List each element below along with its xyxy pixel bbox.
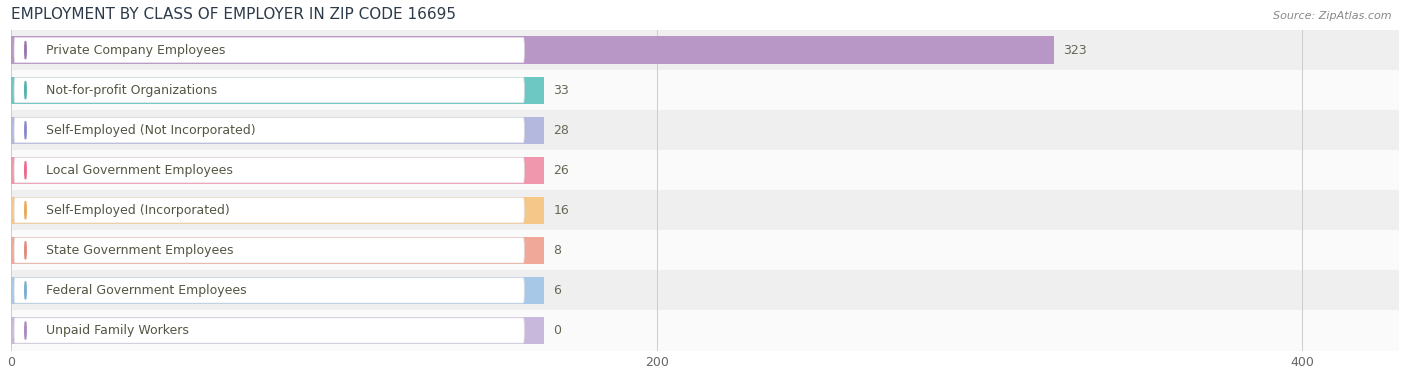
- Text: 6: 6: [554, 284, 561, 297]
- Text: Federal Government Employees: Federal Government Employees: [46, 284, 247, 297]
- FancyBboxPatch shape: [14, 198, 524, 223]
- FancyBboxPatch shape: [14, 38, 524, 63]
- Text: 26: 26: [554, 164, 569, 177]
- Text: 323: 323: [1063, 44, 1087, 56]
- Bar: [11, 311, 1399, 350]
- Text: 0: 0: [554, 324, 561, 337]
- FancyBboxPatch shape: [14, 118, 524, 143]
- Bar: [11, 117, 544, 144]
- Text: Local Government Employees: Local Government Employees: [46, 164, 233, 177]
- Text: EMPLOYMENT BY CLASS OF EMPLOYER IN ZIP CODE 16695: EMPLOYMENT BY CLASS OF EMPLOYER IN ZIP C…: [11, 7, 456, 22]
- Circle shape: [25, 161, 27, 179]
- Bar: [11, 70, 1399, 110]
- Text: 28: 28: [554, 124, 569, 137]
- Bar: [11, 270, 1399, 311]
- Text: 16: 16: [554, 204, 569, 217]
- FancyBboxPatch shape: [14, 158, 524, 183]
- Circle shape: [25, 282, 27, 299]
- Text: 33: 33: [554, 83, 569, 97]
- Bar: [11, 30, 1399, 70]
- Circle shape: [25, 321, 27, 339]
- Bar: [11, 317, 544, 344]
- Bar: [11, 277, 544, 304]
- Bar: [11, 190, 1399, 230]
- FancyBboxPatch shape: [14, 278, 524, 303]
- Text: Not-for-profit Organizations: Not-for-profit Organizations: [46, 83, 218, 97]
- Bar: [11, 77, 544, 104]
- Circle shape: [25, 41, 27, 59]
- Text: State Government Employees: State Government Employees: [46, 244, 233, 257]
- Text: Private Company Employees: Private Company Employees: [46, 44, 226, 56]
- Bar: [11, 150, 1399, 190]
- Bar: [11, 230, 1399, 270]
- Circle shape: [25, 241, 27, 259]
- Bar: [11, 237, 544, 264]
- Bar: [11, 110, 1399, 150]
- FancyBboxPatch shape: [14, 238, 524, 263]
- FancyBboxPatch shape: [14, 318, 524, 343]
- Bar: [11, 157, 544, 184]
- Circle shape: [25, 81, 27, 99]
- Text: 8: 8: [554, 244, 561, 257]
- Circle shape: [25, 121, 27, 139]
- Bar: [11, 36, 1053, 64]
- FancyBboxPatch shape: [14, 77, 524, 103]
- Circle shape: [25, 202, 27, 219]
- Text: Unpaid Family Workers: Unpaid Family Workers: [46, 324, 190, 337]
- Text: Source: ZipAtlas.com: Source: ZipAtlas.com: [1274, 11, 1392, 21]
- Text: Self-Employed (Not Incorporated): Self-Employed (Not Incorporated): [46, 124, 256, 137]
- Text: Self-Employed (Incorporated): Self-Employed (Incorporated): [46, 204, 231, 217]
- Bar: [11, 197, 544, 224]
